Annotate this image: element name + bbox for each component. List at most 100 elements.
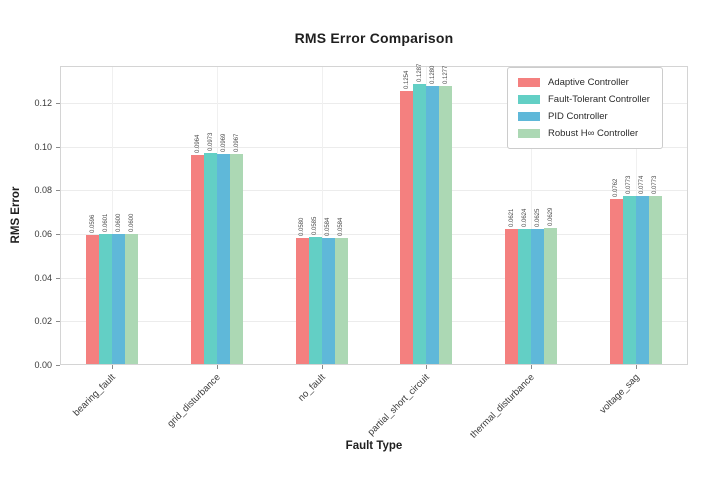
- bar-value-label: 0.0596: [89, 214, 96, 233]
- gridline-horizontal: [60, 321, 688, 323]
- bar: [295, 238, 309, 364]
- y-tick-label: 0.06: [34, 229, 52, 240]
- bar: [518, 228, 531, 364]
- x-tick-label: voltage_sag: [597, 372, 642, 417]
- x-tick-mark: [217, 365, 218, 369]
- bar-value-label: 0.0584: [325, 217, 332, 236]
- x-tick-label: no_fault: [295, 372, 328, 404]
- gridline-vertical: [531, 66, 532, 365]
- y-tick-label: 0.12: [34, 98, 52, 109]
- bar-value-label: 0.1254: [403, 70, 410, 90]
- gridline-horizontal: [60, 103, 688, 105]
- bar-value-label: 0.0774: [639, 175, 646, 195]
- y-tick-label: 0.10: [34, 141, 52, 152]
- legend-item: Robust H∞ Controller: [518, 128, 650, 139]
- legend-label: Robust H∞ Controller: [548, 128, 639, 139]
- bar: [230, 153, 243, 364]
- bar: [413, 84, 427, 364]
- bar: [308, 237, 322, 364]
- bar: [217, 153, 230, 364]
- bar: [635, 196, 649, 364]
- y-tick-mark: [56, 365, 60, 366]
- y-tick-label: 0.00: [34, 360, 52, 370]
- bar: [191, 154, 204, 364]
- bar: [334, 237, 348, 364]
- legend-item: PID Controller: [518, 111, 650, 122]
- legend-swatch: [518, 95, 540, 104]
- legend-swatch: [518, 129, 540, 138]
- bar-value-label: 0.0629: [547, 207, 554, 226]
- bar: [99, 233, 113, 364]
- bar-value-label: 0.0585: [312, 216, 319, 236]
- x-tick-mark: [321, 365, 323, 369]
- bar: [609, 198, 623, 364]
- gridline-vertical: [321, 66, 323, 365]
- gridline-horizontal: [60, 277, 688, 279]
- bar-value-label: 0.0580: [299, 218, 306, 237]
- x-tick-label: bearing_fault: [71, 372, 119, 419]
- legend-item: Fault-Tolerant Controller: [518, 94, 650, 105]
- x-tick-label: grid_disturbance: [165, 372, 223, 430]
- legend: Adaptive Controller Fault-Tolerant Contro…: [507, 67, 663, 149]
- gridline-vertical: [112, 66, 114, 365]
- y-tick-mark: [56, 321, 60, 323]
- bar-value-label: 0.0624: [521, 208, 528, 227]
- y-tick-mark: [56, 103, 60, 105]
- x-tick-label: thermal_disturbance: [468, 372, 537, 441]
- bar-value-label: 0.0601: [102, 213, 109, 232]
- legend-label: PID Controller: [548, 111, 608, 122]
- legend-label: Fault-Tolerant Controller: [548, 94, 650, 105]
- legend-swatch: [518, 112, 540, 121]
- plot-frame: [60, 66, 688, 365]
- bar: [426, 85, 440, 364]
- bar-value-label: 0.0584: [338, 217, 345, 236]
- gridline-horizontal: [60, 234, 688, 236]
- bar-value-label: 0.0600: [128, 213, 135, 233]
- bar-value-label: 0.0773: [652, 175, 659, 195]
- bar: [622, 196, 636, 364]
- y-tick-mark: [56, 277, 60, 279]
- bar: [86, 234, 100, 364]
- y-tick-label: 0.08: [34, 185, 52, 196]
- y-axis-title: RMS Error: [10, 186, 22, 244]
- bar: [531, 228, 544, 364]
- x-tick-mark: [635, 365, 637, 369]
- x-tick-mark: [112, 365, 114, 369]
- bar-value-label: 0.0762: [613, 178, 620, 197]
- bar-value-label: 0.0621: [508, 209, 515, 228]
- legend-swatch: [518, 78, 540, 87]
- y-tick-label: 0.02: [34, 316, 52, 327]
- bar-value-label: 0.0964: [194, 134, 201, 153]
- bar-value-label: 0.0973: [207, 132, 214, 151]
- bar-value-label: 0.1287: [416, 63, 423, 83]
- x-tick-mark: [531, 365, 532, 369]
- chart-title: RMS Error Comparison: [294, 30, 454, 46]
- bar: [400, 91, 414, 364]
- bar-value-label: 0.1280: [429, 65, 436, 84]
- bar: [439, 86, 453, 364]
- y-tick-mark: [56, 146, 60, 148]
- x-tick-label: partial_short_circuit: [366, 372, 433, 439]
- bar: [505, 229, 518, 364]
- bar: [125, 234, 139, 364]
- bar-value-label: 0.0600: [115, 213, 122, 233]
- bar-value-label: 0.0969: [220, 133, 227, 152]
- x-tick-mark: [426, 365, 428, 369]
- bar-value-label: 0.0967: [233, 133, 240, 152]
- gridline-horizontal: [60, 190, 688, 192]
- bar: [321, 237, 335, 364]
- bar-value-label: 0.0773: [626, 175, 633, 195]
- bar: [544, 227, 557, 364]
- bar-value-label: 0.1277: [442, 65, 449, 85]
- y-tick-mark: [56, 190, 60, 192]
- x-axis-title: Fault Type: [345, 440, 403, 452]
- y-tick-mark: [56, 234, 60, 236]
- legend-label: Adaptive Controller: [548, 77, 629, 88]
- bar: [648, 196, 662, 364]
- bar: [204, 152, 217, 364]
- bar: [112, 234, 126, 364]
- bar-value-label: 0.0625: [534, 208, 541, 227]
- gridline-horizontal: [60, 146, 688, 148]
- legend-item: Adaptive Controller: [518, 77, 650, 88]
